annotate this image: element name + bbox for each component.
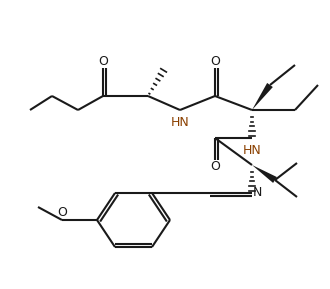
Text: O: O <box>210 55 220 68</box>
Polygon shape <box>252 83 273 110</box>
Text: N: N <box>253 186 262 199</box>
Text: O: O <box>210 160 220 173</box>
Text: HN: HN <box>171 116 189 129</box>
Text: O: O <box>57 207 67 220</box>
Text: HN: HN <box>243 144 261 157</box>
Text: O: O <box>98 55 108 68</box>
Polygon shape <box>252 165 277 183</box>
